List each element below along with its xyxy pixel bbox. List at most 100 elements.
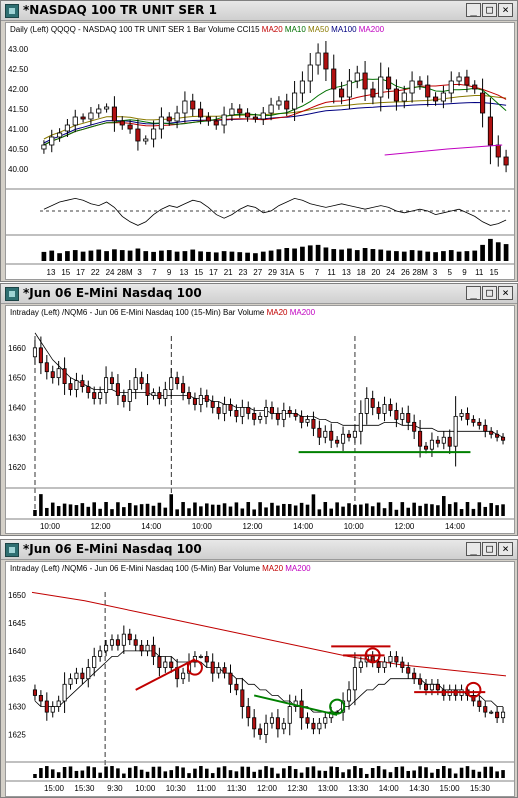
chart-window-nq-5min[interactable]: *Jun 06 E-Mini Nasdaq 100 _ □ × Intraday… [0,539,518,798]
y-tick-label: 1630 [8,433,26,442]
volume-bar [370,249,376,261]
chart-window-qqqq[interactable]: *NASDAQ 100 TR UNIT SER 1 _ □ × Daily (L… [0,0,518,282]
volume-bar [135,248,141,261]
volume-bar [388,772,393,778]
volume-bar [62,503,67,516]
volume-bar [424,767,428,778]
volume-bar [127,767,132,778]
down-candle [204,395,209,402]
volume-bar [436,768,440,778]
volume-bar [329,766,333,778]
up-candle [341,433,346,444]
chart-plot-area[interactable]: Intraday (Left) /NQM6 - Jun 06 E-Mini Na… [5,305,515,534]
y-tick-label: 42.50 [8,65,29,74]
volume-bar [442,496,446,516]
down-candle [386,76,392,90]
up-candle [32,347,37,358]
down-candle [495,711,500,719]
down-candle [495,433,500,438]
minimize-icon[interactable]: _ [466,542,481,556]
volume-bar [293,505,298,516]
volume-bar [315,244,321,261]
volume-bar [122,773,126,778]
window-titlebar[interactable]: *Jun 06 E-Mini Nasdaq 100 _ □ × [1,284,517,304]
x-tick-label: 3 [433,268,438,277]
x-tick-label: 14:00 [141,522,162,531]
x-tick-label: 24 [386,268,395,277]
up-candle [269,717,274,724]
maximize-icon[interactable]: □ [482,286,497,300]
volume-bar [74,770,79,778]
volume-bar [378,249,384,261]
chart-window-nq-15min[interactable]: *Jun 06 E-Mini Nasdaq 100 _ □ × Intraday… [0,283,518,536]
volume-bar [299,772,304,778]
chart-plot-area[interactable]: Intraday (Left) /NQM6 - Jun 06 E-Mini Na… [5,561,515,797]
up-candle [323,430,328,438]
maximize-icon[interactable]: □ [482,542,497,556]
maximize-icon[interactable]: □ [482,3,497,17]
down-candle [127,124,133,130]
volume-bar [228,770,233,778]
close-icon[interactable]: × [498,3,513,17]
window-titlebar[interactable]: *Jun 06 E-Mini Nasdaq 100 _ □ × [1,540,517,560]
down-candle [145,383,150,396]
volume-bar [495,771,499,778]
volume-bar [401,251,407,261]
down-candle [477,421,482,426]
x-tick-label: 13 [342,268,351,277]
down-candle [32,689,37,696]
volume-bar [116,768,120,778]
down-candle [339,88,345,98]
up-candle [181,672,186,680]
down-candle [388,404,393,411]
down-candle [487,116,493,146]
x-tick-label: 12:30 [287,784,308,793]
down-candle [38,347,43,364]
down-candle [80,116,86,120]
volume-bar [245,252,250,261]
up-candle [151,392,156,396]
volume-bar [199,506,203,516]
x-tick-label: 10:30 [166,784,187,793]
close-icon[interactable]: × [498,286,513,300]
up-candle [346,689,352,702]
volume-bar [62,766,67,778]
volume-bar [139,504,144,516]
legend-symbol: /NQM6 - Jun 06 E-Mini Nasdaq 100 (15-Min… [60,308,265,317]
down-candle [471,418,476,423]
volume-bar [104,502,108,516]
volume-bar [424,503,428,516]
volume-bar [41,251,47,261]
volume-bar [464,251,470,261]
chart-plot-area[interactable]: Daily (Left) QQQQ - NASDAQ 100 TR UNIT S… [5,22,515,280]
volume-bar [68,766,73,778]
down-candle [362,72,368,90]
down-candle [311,722,316,730]
volume-bar [317,770,322,778]
legend-symbol: /NQM6 - Jun 06 E-Mini Nasdaq 100 (5-Min)… [60,564,261,573]
x-tick-label: 12:00 [91,522,112,531]
window-titlebar[interactable]: *NASDAQ 100 TR UNIT SER 1 _ □ × [1,1,517,21]
volume-bar [364,503,369,516]
close-icon[interactable]: × [498,542,513,556]
volume-bar [116,502,120,516]
volume-bar [311,766,316,778]
volume-bar [430,504,434,516]
volume-bar [503,244,509,261]
x-tick-label: 11 [475,268,484,277]
volume-bar [98,772,102,778]
volume-bar [163,507,168,516]
up-candle [401,92,407,102]
x-tick-label: 15:30 [470,784,491,793]
y-tick-label: 1660 [8,344,26,353]
volume-bar [329,508,333,516]
minimize-icon[interactable]: _ [466,3,481,17]
volume-bar [65,251,70,261]
y-tick-label: 1650 [8,374,26,383]
volume-bar [323,770,328,778]
minimize-icon[interactable]: _ [466,286,481,300]
volume-bar [412,770,416,778]
down-candle [472,84,478,90]
down-candle [121,395,126,402]
down-candle [109,377,115,385]
